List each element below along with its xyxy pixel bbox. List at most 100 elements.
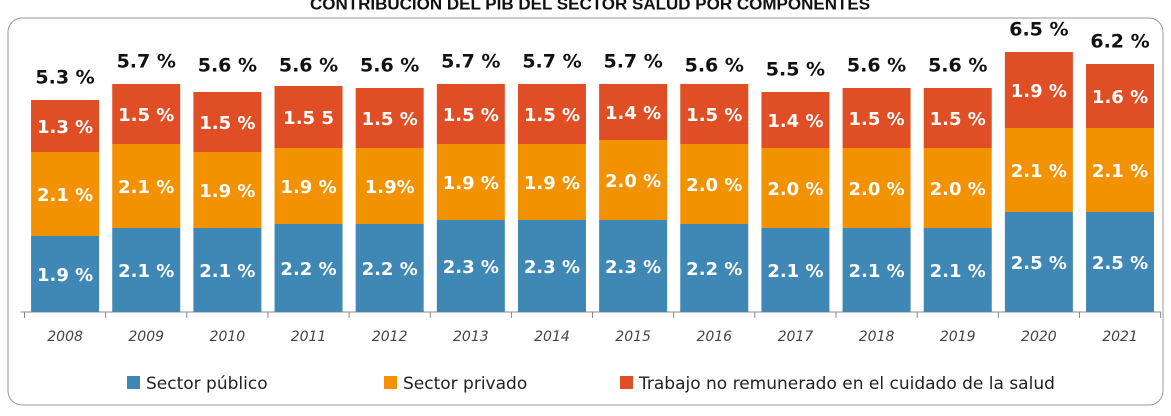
bar-segment <box>923 228 992 312</box>
total-label: 5.7 % <box>441 51 500 73</box>
data-label: 2.0 % <box>686 175 742 196</box>
legend-swatch <box>620 376 633 389</box>
x-tick-label: 2017 <box>778 329 814 345</box>
legend-label: Sector privado <box>403 374 527 394</box>
x-tick-label: 2020 <box>1021 329 1057 345</box>
bar-segment <box>436 84 505 144</box>
data-label: 2.2 % <box>280 259 336 280</box>
data-label: 1.5 % <box>362 109 418 130</box>
data-label: 2.0 % <box>605 171 661 192</box>
x-tick-label: 2008 <box>47 329 83 345</box>
data-label: 1.5 % <box>199 113 255 134</box>
bar-segment <box>517 144 586 220</box>
x-tick-label: 2013 <box>453 329 489 345</box>
data-label: 2.5 % <box>1092 253 1148 274</box>
bar-segment <box>274 224 343 312</box>
bar-segment <box>842 148 911 228</box>
bar-segment <box>680 224 749 312</box>
bar-segment <box>923 88 992 148</box>
total-label: 6.5 % <box>1009 19 1068 41</box>
legend-label: Sector público <box>146 374 268 394</box>
bar-segment <box>274 148 343 224</box>
data-label: 2.1 % <box>118 177 174 198</box>
bar-segment <box>112 84 181 144</box>
bar-segment <box>599 140 668 220</box>
data-label: 1.5 % <box>848 109 904 130</box>
x-tick-label: 2010 <box>210 329 246 345</box>
x-tick-label: 2016 <box>696 329 732 345</box>
bar-segment <box>680 84 749 144</box>
data-label: 1.5 % <box>118 105 174 126</box>
data-label: 2.0 % <box>930 179 986 200</box>
chart-title: CONTRIBUCIÓN DEL PIB DEL SECTOR SALUD PO… <box>310 0 870 13</box>
x-tick-label: 2011 <box>291 329 327 345</box>
data-label: 1.9 % <box>37 265 93 286</box>
bar-segment <box>517 84 586 144</box>
x-tick-label: 2021 <box>1102 329 1138 345</box>
data-label: 2.2 % <box>686 259 742 280</box>
total-label: 5.6 % <box>847 55 906 77</box>
bar-segment <box>761 92 830 148</box>
data-label: 1.9 % <box>280 177 336 198</box>
x-tick-label: 2018 <box>859 329 895 345</box>
total-label: 5.7 % <box>117 51 176 73</box>
bar-segment <box>193 228 262 312</box>
bar-segment <box>112 228 181 312</box>
bar-segment <box>599 84 668 140</box>
legend-swatch <box>384 376 397 389</box>
bar-segment <box>31 152 100 236</box>
data-label: 2.0 % <box>767 179 823 200</box>
data-label: 1.9 % <box>524 173 580 194</box>
data-label: 2.1 % <box>199 261 255 282</box>
bar-segment <box>517 220 586 312</box>
bar-segment <box>436 144 505 220</box>
total-label: 6.2 % <box>1090 31 1149 53</box>
data-label: 1.9 % <box>1011 81 1067 102</box>
bar-segment <box>193 152 262 228</box>
x-tick-label: 2015 <box>615 329 651 345</box>
data-label: 2.3 % <box>605 257 661 278</box>
data-label: 2.2 % <box>362 259 418 280</box>
data-label: 2.3 % <box>443 257 499 278</box>
bar-segment <box>193 92 262 152</box>
bar-segment <box>355 148 424 224</box>
bar-segment <box>1086 128 1155 212</box>
data-label: 1.4 % <box>767 111 823 132</box>
bar-segment <box>1004 212 1073 312</box>
total-label: 5.6 % <box>928 55 987 77</box>
data-label: 1.9 % <box>199 181 255 202</box>
x-tick-label: 2012 <box>372 329 408 345</box>
x-tick-label: 2009 <box>128 329 164 345</box>
data-label: 2.1 % <box>848 261 904 282</box>
data-label: 2.1 % <box>1092 161 1148 182</box>
data-label: 2.1 % <box>37 185 93 206</box>
bar-segment <box>1004 52 1073 128</box>
bar-segment <box>274 86 343 148</box>
data-label: 1.9% <box>365 177 415 198</box>
x-tick-label: 2019 <box>940 329 976 345</box>
data-label: 2.1 % <box>118 261 174 282</box>
bar-segment <box>436 220 505 312</box>
bar-segment <box>355 88 424 148</box>
bar-segment <box>761 228 830 312</box>
data-label: 2.3 % <box>524 257 580 278</box>
data-label: 2.1 % <box>1011 161 1067 182</box>
bar-segment <box>1004 128 1073 212</box>
data-label: 2.0 % <box>848 179 904 200</box>
total-label: 5.6 % <box>279 55 338 77</box>
data-label: 2.1 % <box>930 261 986 282</box>
data-label: 1.6 % <box>1092 87 1148 108</box>
total-label: 5.6 % <box>685 55 744 77</box>
data-label: 2.5 % <box>1011 253 1067 274</box>
total-label: 5.3 % <box>35 67 94 89</box>
data-label: 1.5 % <box>686 105 742 126</box>
bar-segment <box>842 228 911 312</box>
total-label: 5.6 % <box>198 55 257 77</box>
data-label: 2.1 % <box>767 261 823 282</box>
bar-segment <box>1086 64 1155 128</box>
bar-segment <box>599 220 668 312</box>
data-label: 1.9 % <box>443 173 499 194</box>
bar-segment <box>31 100 100 152</box>
bar-segment <box>923 148 992 228</box>
